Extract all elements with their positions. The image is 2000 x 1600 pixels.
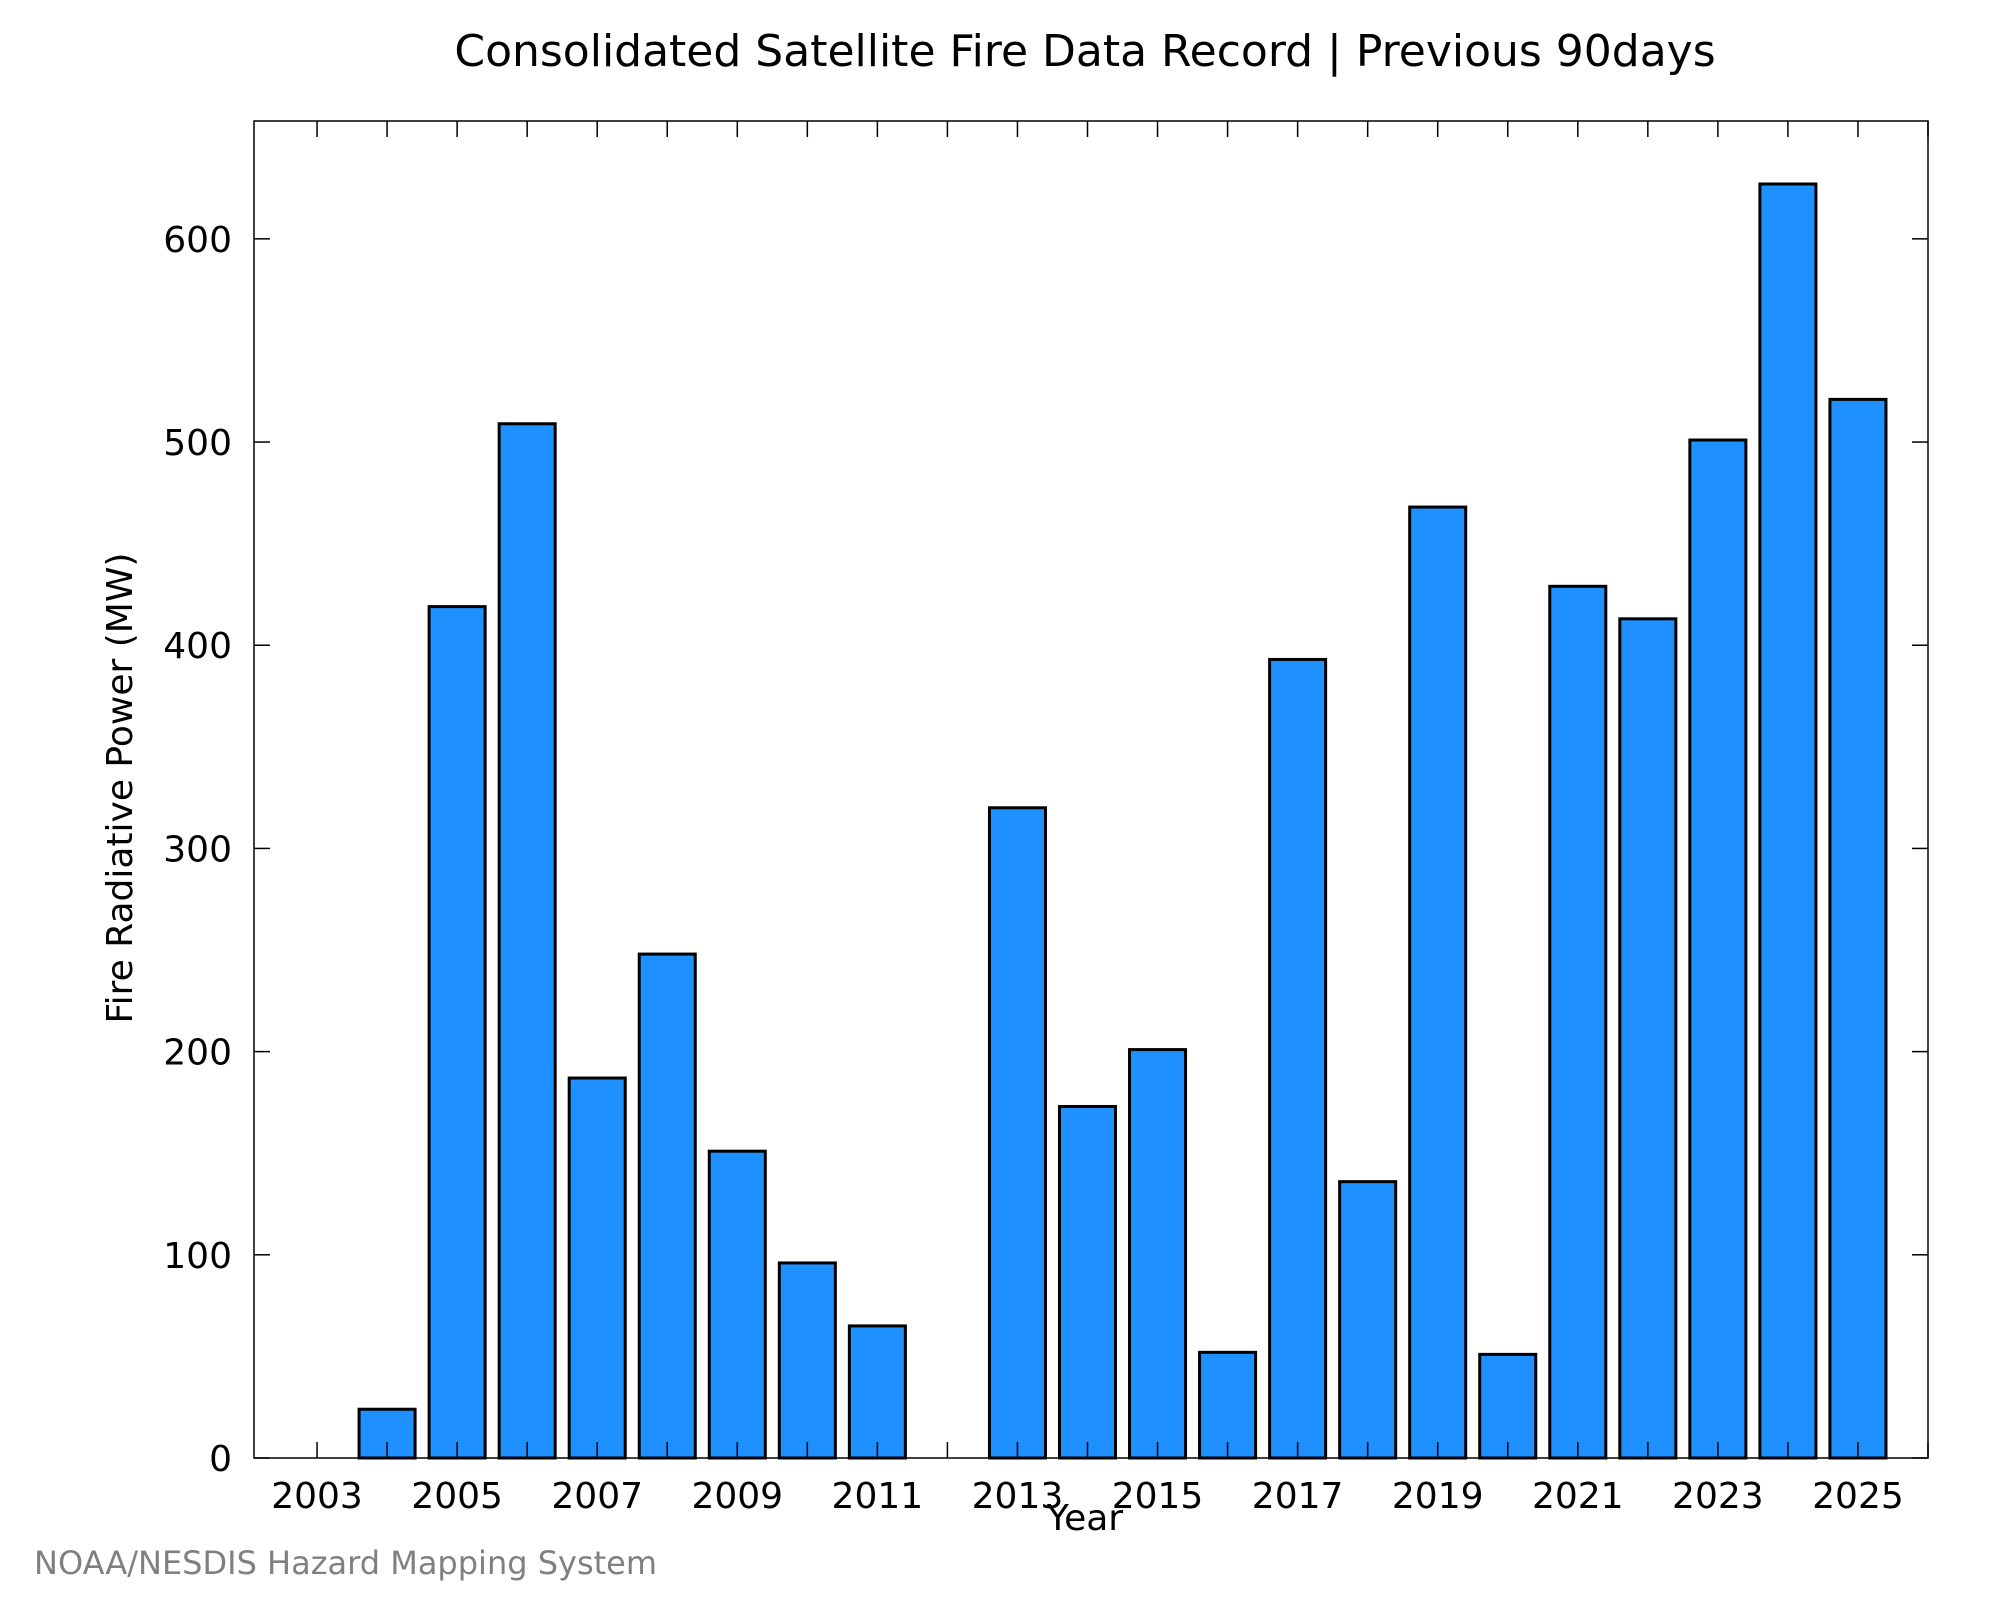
bar-2017 <box>1268 657 1328 1460</box>
y-tick-label: 0 <box>209 1439 232 1480</box>
x-tick-label: 2003 <box>271 1476 363 1517</box>
chart-title: Consolidated Satellite Fire Data Record … <box>454 26 1715 77</box>
bar-2025 <box>1828 397 1888 1460</box>
bar-2014 <box>1057 1104 1118 1460</box>
bar-2007 <box>567 1076 627 1460</box>
bar-2022 <box>1618 617 1678 1460</box>
x-tick-label: 2005 <box>411 1476 503 1517</box>
bar-2005 <box>427 605 487 1460</box>
y-tick-label: 300 <box>163 829 232 870</box>
bar-2021 <box>1548 584 1608 1460</box>
bar-2006 <box>497 422 557 1460</box>
x-tick-label: 2021 <box>1532 1476 1624 1517</box>
bar-2018 <box>1338 1180 1398 1460</box>
bar-2010 <box>777 1261 837 1460</box>
y-tick-label: 500 <box>163 423 232 464</box>
y-axis-label: Fire Radiative Power (MW) <box>100 553 141 1024</box>
bar-2013 <box>987 806 1047 1460</box>
x-tick-label: 2009 <box>691 1476 783 1517</box>
bar-2011 <box>847 1324 907 1460</box>
y-tick-label: 200 <box>163 1033 232 1074</box>
x-tick-label: 2015 <box>1112 1476 1204 1517</box>
bar-2019 <box>1408 505 1468 1460</box>
y-tick-label: 600 <box>163 220 232 261</box>
x-axis-label: Year <box>1046 1498 1123 1539</box>
bar-2024 <box>1758 182 1818 1460</box>
y-tick-label: 100 <box>163 1236 232 1277</box>
bar-2023 <box>1688 438 1748 1460</box>
plot-frame <box>253 120 1929 1459</box>
bar-2008 <box>637 952 697 1460</box>
x-tick-label: 2013 <box>972 1476 1064 1517</box>
x-tick-label: 2007 <box>551 1476 643 1517</box>
x-tick-label: 2011 <box>832 1476 924 1517</box>
credit-text: NOAA/NESDIS Hazard Mapping System <box>34 1544 657 1582</box>
x-tick-label: 2025 <box>1812 1476 1904 1517</box>
bar-2015 <box>1128 1048 1188 1460</box>
y-tick-label: 400 <box>163 626 232 667</box>
x-tick-label: 2019 <box>1392 1476 1484 1517</box>
bar-2009 <box>707 1149 767 1460</box>
plot-area: 0 100 200 300 400 500 600 2003 2005 2007 2009 2011 2… <box>163 120 1929 1517</box>
x-tick-label: 2017 <box>1252 1476 1344 1517</box>
x-tick-label: 2023 <box>1672 1476 1764 1517</box>
